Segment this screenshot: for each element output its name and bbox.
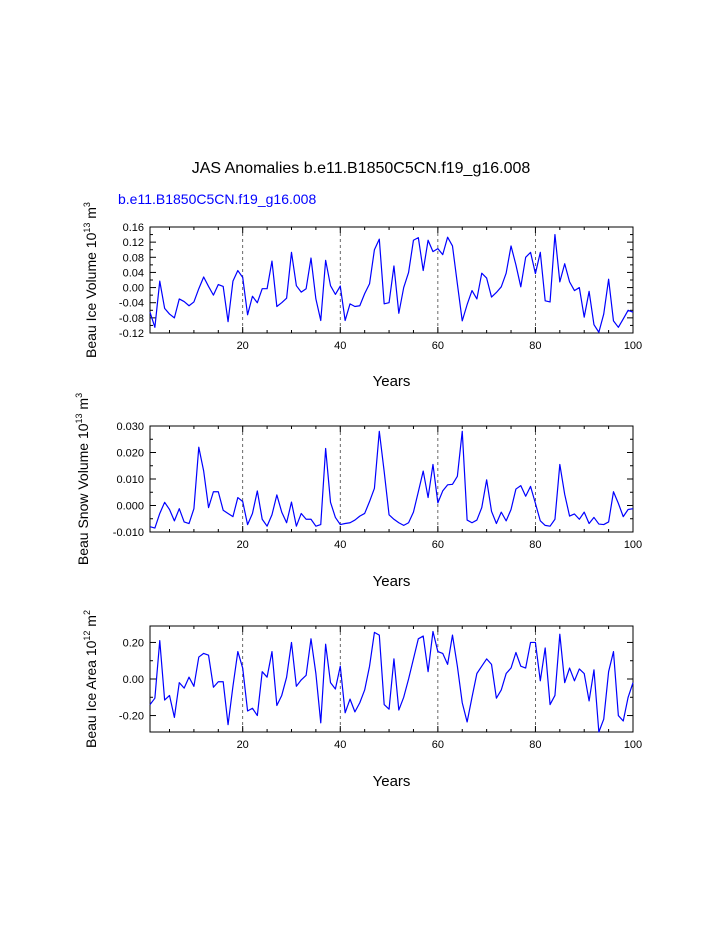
y-axis-label-part: 3 [74,393,84,398]
chart-panel-1: 20 40 60 80 100 -0.12 -0.08 -0.04 0.00 0.04 0.08 0.… [82,202,642,390]
figure-subtitle: b.e11.B1850C5CN.f19_g16.008 [118,191,316,207]
x-tick-label: 100 [624,539,642,551]
x-tick-label: 80 [529,340,541,352]
y-axis-label-part: Beau Ice Volume 10 [83,232,99,358]
x-tick-label: 60 [432,340,444,352]
y-axis-label-part: 3 [82,202,92,207]
y-axis-label-part: 13 [82,223,92,233]
chart-panels: 20 40 60 80 100 -0.12 -0.08 -0.04 0.00 0.04 0.08 0.… [74,202,642,790]
y-tick-label: 0.08 [123,252,144,264]
y-axis-label-part: 2 [82,610,92,615]
y-tick-label: 0.04 [123,267,144,279]
series-line-1 [149,630,634,733]
y-tick-label: 0.00 [123,283,144,295]
y-axis-label: Beau Ice Area 1012 m2 [82,610,99,748]
x-tick-label: 40 [334,739,346,751]
y-tick-label: 0.12 [123,237,144,249]
y-tick-label: 0.010 [116,474,144,486]
x-tick-label: 20 [237,340,249,352]
y-tick-label: 0.00 [123,674,144,686]
x-axis-label: Years [373,373,411,390]
y-tick-label: 0.030 [116,421,144,433]
y-tick-label: -0.08 [119,313,144,325]
y-axis-label-part: 13 [74,413,84,423]
y-tick-label: -0.04 [119,298,144,310]
y-axis-label: Beau Snow Volume 1013 m3 [74,393,91,565]
x-tick-label: 40 [334,539,346,551]
x-tick-label: 100 [624,340,642,352]
y-tick-label: -0.010 [113,527,144,539]
x-tick-label: 60 [432,539,444,551]
y-axis-label-part: Beau Snow Volume 10 [75,423,91,565]
y-axis-label: Beau Ice Volume 1013 m3 [82,202,99,358]
series-line-1 [149,430,634,529]
chart-panel-3: 20 40 60 80 100 -0.20 0.00 0.20 Years Beau Ice Ar… [82,610,642,790]
plot-frame [149,425,634,533]
y-axis-label-part: m [83,207,99,223]
x-tick-label: 20 [237,739,249,751]
y-axis-label-part: m [75,398,91,414]
x-tick-label: 40 [334,340,346,352]
x-tick-label: 80 [529,739,541,751]
y-axis-label-part: 12 [82,631,92,641]
chart-panel-2: 20 40 60 80 100 -0.010 0.000 0.010 0.020 0.030 Yea… [74,393,642,590]
y-tick-label: 0.000 [116,501,144,513]
y-tick-label: 0.20 [123,637,144,649]
series-line-1 [149,233,634,333]
y-tick-label: -0.20 [119,711,144,723]
x-axis-label: Years [373,773,411,790]
x-tick-label: 100 [624,739,642,751]
x-tick-label: 80 [529,539,541,551]
y-tick-label: 0.16 [123,222,144,234]
y-tick-label: 0.020 [116,448,144,460]
y-axis-label-part: m [83,615,99,631]
y-axis-label-part: Beau Ice Area 10 [83,640,99,748]
x-tick-label: 60 [432,739,444,751]
y-tick-label: -0.12 [119,328,144,340]
x-tick-label: 20 [237,539,249,551]
figure-title: JAS Anomalies b.e11.B1850C5CN.f19_g16.00… [192,160,531,177]
x-axis-label: Years [373,573,411,590]
